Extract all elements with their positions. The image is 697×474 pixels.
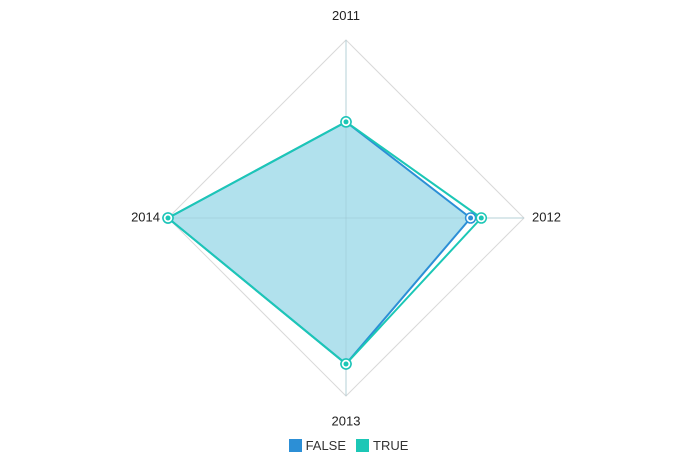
- legend-item-false[interactable]: FALSE: [288, 438, 347, 453]
- category-label-2014: 2014: [131, 209, 160, 224]
- marker-dot-true-2011: [343, 119, 349, 125]
- series-area: [168, 121, 471, 364]
- category-label-2011: 2011: [332, 8, 360, 23]
- marker-dot-false-2012: [468, 215, 474, 221]
- marker-dot-true-2012: [478, 215, 484, 221]
- legend-swatch-false: [288, 439, 302, 452]
- marker-dot-true-2013: [343, 361, 349, 367]
- legend-label-true: TRUE: [373, 438, 409, 453]
- legend-swatch-true: [356, 439, 370, 452]
- legend-item-true[interactable]: TRUE: [356, 438, 408, 453]
- category-label-2012: 2012: [532, 209, 561, 224]
- legend-label-false: FALSE: [305, 438, 347, 453]
- marker-dot-true-2014: [165, 215, 171, 221]
- category-label-2013: 2013: [332, 414, 361, 429]
- legend: FALSE TRUE: [0, 438, 697, 453]
